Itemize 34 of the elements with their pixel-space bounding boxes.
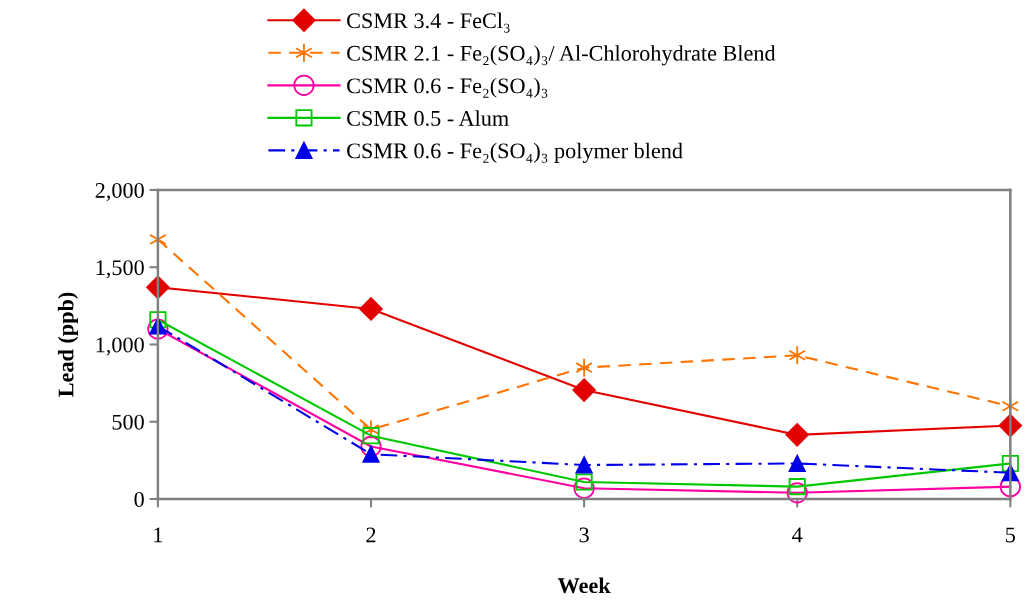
legend-label: CSMR 0.5 - Alum	[347, 110, 509, 126]
x-tick-label: 4	[792, 527, 803, 543]
y-tick-label: 0	[134, 491, 144, 507]
legend-label: CSMR 0.6 - Fe₂(SO₄)₃ polymer blend	[347, 142, 683, 163]
point	[360, 435, 382, 458]
point	[786, 482, 808, 504]
point	[575, 473, 593, 491]
point	[788, 478, 806, 496]
point	[572, 378, 596, 402]
y-tick-label: 1,500	[96, 260, 144, 279]
y-tick-label: 1,000	[96, 337, 144, 356]
point	[362, 427, 380, 445]
y-tick-label: 500	[112, 414, 144, 430]
point	[147, 318, 169, 340]
legend-label: CSMR 3.4 - FeCl₃	[347, 12, 510, 33]
point	[575, 456, 593, 474]
x-tick-label: 1	[154, 527, 163, 543]
y-axis-title: Lead (ppb)	[57, 292, 79, 397]
point	[788, 454, 806, 473]
legend-label: CSMR 0.6 - Fe₂(SO₄)₃	[347, 77, 548, 98]
point	[359, 297, 383, 321]
x-tick-label: 2	[366, 527, 376, 543]
point	[149, 311, 167, 329]
point	[1001, 454, 1019, 473]
point	[788, 345, 806, 366]
legend-label: CSMR 2.1 - Fe₂(SO₄)₃/ Al-Chlorohydrate Blend	[347, 45, 776, 66]
point	[573, 477, 595, 499]
point	[575, 357, 593, 378]
point	[785, 423, 809, 447]
x-tick-label: 5	[1006, 527, 1016, 543]
x-tick-label: 3	[579, 527, 589, 543]
point	[362, 445, 380, 463]
x-axis-title: Week	[557, 577, 611, 594]
y-tick-label: 2,000	[95, 182, 144, 202]
